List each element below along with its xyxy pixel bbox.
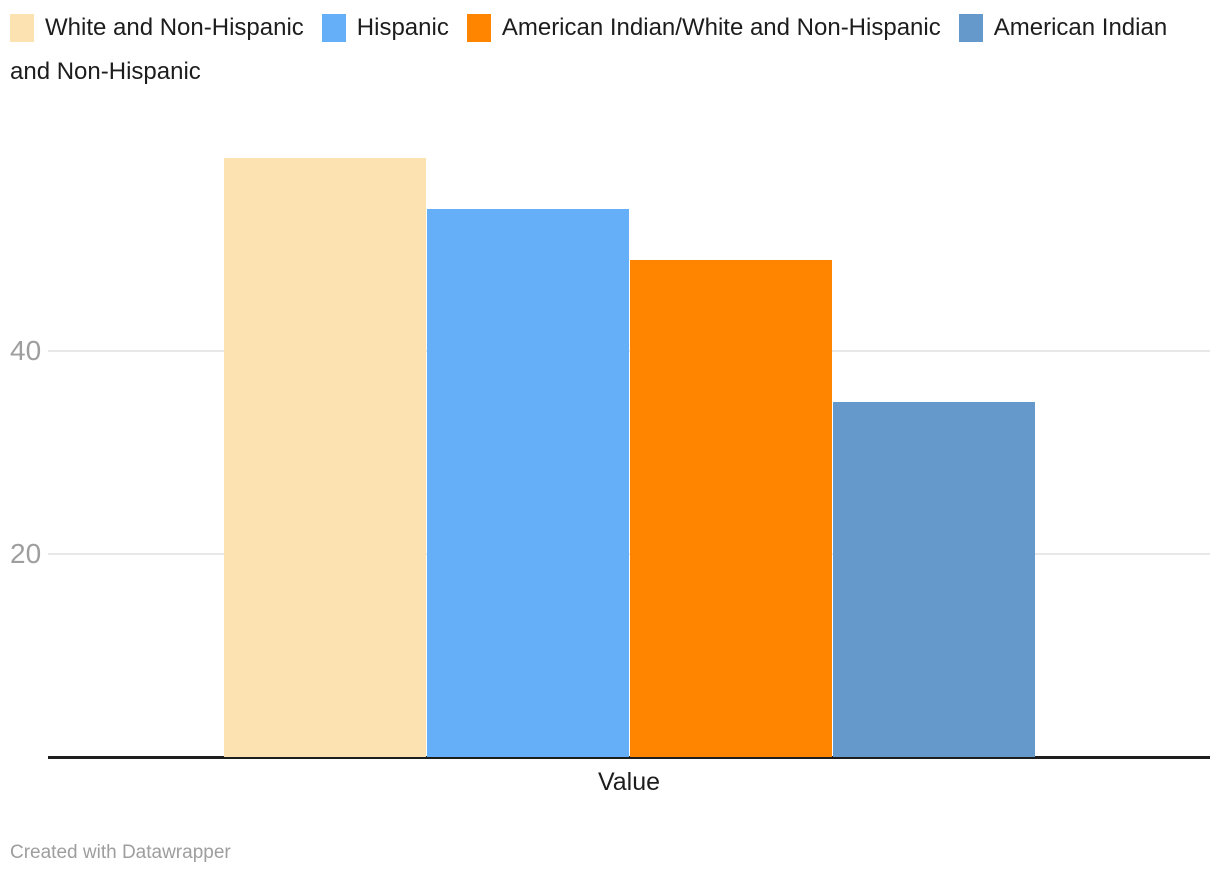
x-axis-line: [48, 756, 1210, 759]
x-axis-label: Value: [597, 768, 661, 796]
bar-american-indian-and-non-hispanic[interactable]: [833, 401, 1035, 757]
gridline-20: [48, 553, 1210, 555]
gridline-40: [48, 350, 1210, 352]
legend-label: Hispanic: [356, 14, 449, 41]
legend-row-2: and Non-Hispanic: [10, 58, 201, 85]
datawrapper-credit-link[interactable]: Created with Datawrapper: [10, 842, 231, 863]
legend-label: American Indian: [993, 14, 1168, 41]
legend-item-hispanic: Hispanic: [321, 14, 449, 42]
legend-swatch-american-indian-and-non-hispanic: [958, 14, 983, 42]
legend-item-american-indian-white-and-non-hispanic: American Indian/White and Non-Hispanic: [466, 14, 941, 42]
chart-legend: White and Non-Hispanic Hispanic American I…: [10, 6, 1200, 94]
legend-item-american-indian-and-non-hispanic: American Indian: [958, 14, 1168, 42]
legend-label: American Indian/White and Non-Hispanic: [501, 14, 941, 41]
y-tick-label-20: 20: [10, 538, 42, 569]
bar-white-and-non-hispanic[interactable]: [224, 158, 426, 757]
bar-hispanic[interactable]: [427, 208, 629, 757]
y-tick-label-40: 40: [10, 335, 42, 366]
legend-swatch-american-indian-white-and-non-hispanic: [466, 14, 491, 42]
legend-swatch-white-and-non-hispanic: [10, 14, 34, 42]
bar-american-indian-white-and-non-hispanic[interactable]: [630, 259, 832, 757]
legend-swatch-hispanic: [321, 14, 346, 42]
legend-item-white-and-non-hispanic: White and Non-Hispanic: [10, 14, 304, 42]
legend-row-1: White and Non-Hispanic Hispanic American I…: [10, 6, 1200, 50]
legend-label: White and Non-Hispanic: [45, 14, 304, 41]
